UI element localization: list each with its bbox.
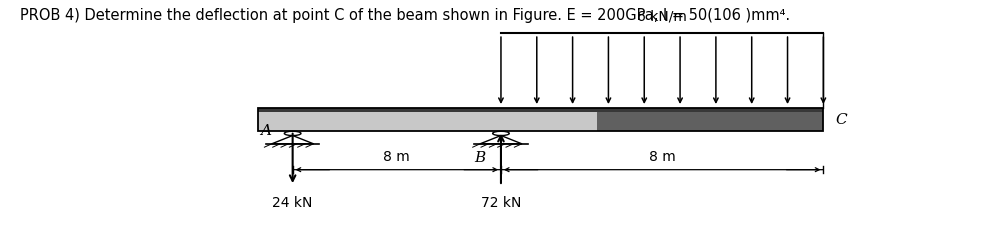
Text: 24 kN: 24 kN	[273, 195, 312, 209]
Circle shape	[493, 132, 509, 136]
Polygon shape	[480, 136, 522, 144]
Bar	[258, 109, 597, 131]
Circle shape	[285, 132, 301, 136]
Text: C: C	[835, 113, 847, 127]
Text: A: A	[260, 123, 271, 137]
Bar	[258, 109, 823, 131]
Text: B: B	[474, 150, 485, 164]
Text: 6 kN/m: 6 kN/m	[637, 10, 687, 24]
Bar	[597, 109, 823, 131]
Text: PROB 4) Determine the deflection at point C of the beam shown in Figure. E = 200: PROB 4) Determine the deflection at poin…	[20, 8, 790, 22]
Text: 8 m: 8 m	[384, 150, 410, 164]
Bar	[258, 109, 823, 113]
Text: 8 m: 8 m	[649, 150, 676, 164]
Polygon shape	[272, 136, 313, 144]
Text: 72 kN: 72 kN	[481, 195, 521, 209]
